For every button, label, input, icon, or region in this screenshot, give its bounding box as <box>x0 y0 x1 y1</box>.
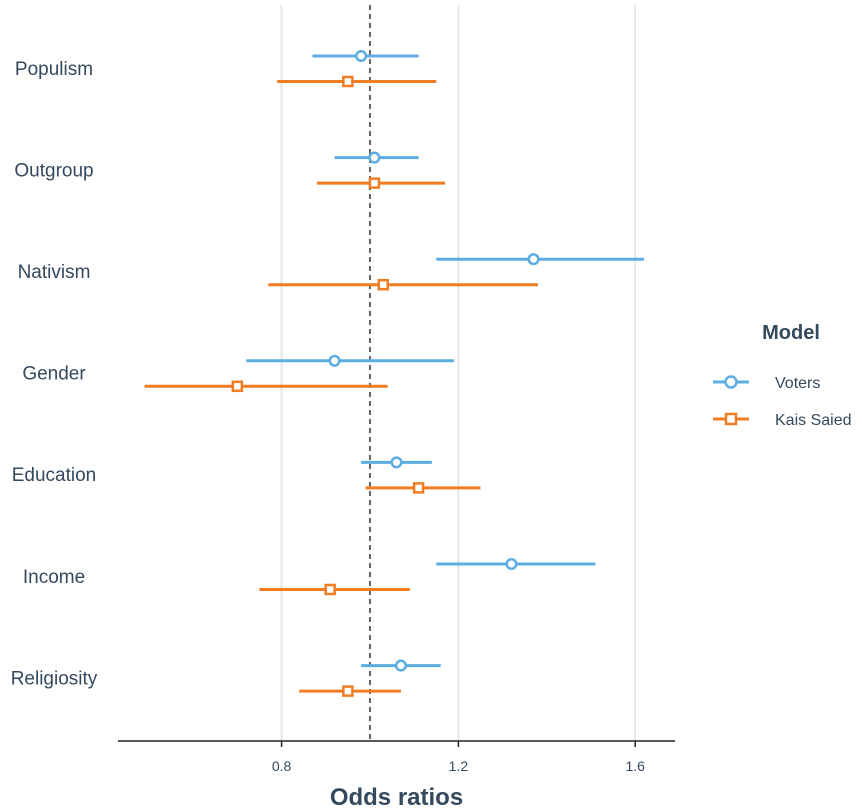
point-voters <box>390 456 403 469</box>
point-kais-saied <box>324 583 336 596</box>
point-voters <box>368 151 381 164</box>
category-label: Outgroup <box>14 160 93 181</box>
legend-label: Voters <box>775 375 820 392</box>
legend-circle-marker <box>724 375 738 389</box>
point-voters <box>527 253 540 266</box>
category-label: Income <box>23 567 85 588</box>
x-axis-title: Odds ratios <box>330 784 463 809</box>
category-label: Populism <box>15 59 93 80</box>
point-kais-saied <box>231 380 244 393</box>
gridlines <box>280 5 637 741</box>
point-voters <box>328 354 341 367</box>
category-label: Gender <box>22 364 86 385</box>
legend-label: Kais Saied <box>775 412 852 429</box>
legend-square-marker <box>724 412 738 426</box>
category-label: Religiosity <box>11 668 98 689</box>
point-kais-saied <box>368 177 381 189</box>
category-label: Nativism <box>18 262 91 283</box>
point-voters <box>394 659 407 672</box>
point-kais-saied <box>412 482 425 494</box>
legend-items: Voters Kais Saied <box>713 375 852 429</box>
data-marks <box>144 49 645 697</box>
x-tick-label: 0.8 <box>272 758 292 774</box>
category-label: Education <box>12 465 97 486</box>
point-kais-saied <box>342 75 354 88</box>
point-kais-saied <box>342 685 354 697</box>
category-labels: Populism Outgroup Nativism Gender Education I… <box>11 59 98 690</box>
legend-title: Model <box>762 322 820 344</box>
point-voters <box>355 49 368 63</box>
x-tick-label: 1.6 <box>625 758 645 774</box>
point-kais-saied <box>377 278 389 291</box>
x-tick-label: 1.2 <box>449 758 469 774</box>
point-voters <box>505 557 518 571</box>
legend: Model Voters Kais Saied <box>713 322 852 429</box>
x-axis-ticks: 0.8 1.2 1.6 <box>272 741 645 774</box>
